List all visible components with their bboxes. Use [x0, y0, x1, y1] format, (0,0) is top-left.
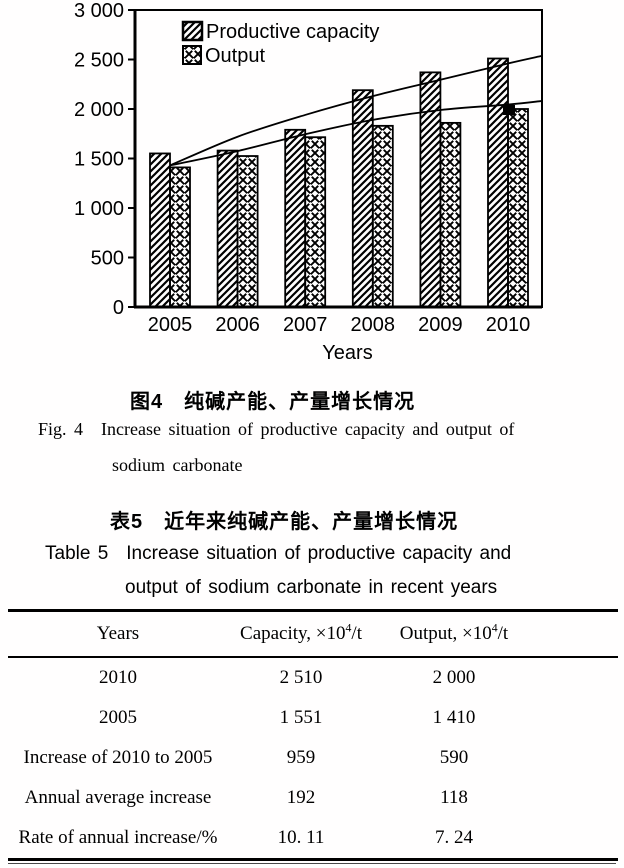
x-tick-label: 2010	[486, 314, 531, 336]
capacity-unit-pre: Capacity, ×10	[240, 623, 346, 644]
bar-output-2007	[304, 136, 327, 308]
y-tick-label: 500	[91, 248, 124, 270]
bar-capacity-2006	[216, 149, 239, 308]
bar-output-2005	[169, 166, 191, 308]
y-tick-label: 0	[113, 297, 124, 319]
output-value: 2 000	[432, 667, 476, 688]
x-tick-label: 2008	[351, 314, 396, 336]
output-unit-post: /t	[497, 623, 509, 644]
output-unit-pre: Output, ×10	[399, 623, 492, 644]
y-tick-label: 2 000	[74, 99, 124, 121]
bar-capacity-2009	[419, 71, 442, 308]
output-value: 7. 24	[435, 827, 473, 848]
output-value: 1 410	[432, 707, 476, 728]
capacity-unit-post: /t	[351, 623, 362, 644]
y-tick-label: 3 000	[74, 0, 124, 22]
trend-line-capacity	[169, 55, 542, 167]
col-header-capacity: Capacity, ×104/t	[228, 621, 374, 645]
output-trend-end-marker	[503, 105, 515, 115]
figure-caption-zh: 图4 纯碱产能、产量增长情况	[130, 391, 416, 413]
table-caption-zh: 表5 近年来纯碱产能、产量增长情况	[110, 511, 459, 533]
output-unit-sup: 4	[491, 621, 498, 635]
table-row-2010: 2010 2 510 2 000	[8, 658, 618, 698]
bar-capacity-2010	[487, 57, 509, 308]
bar-output-2008	[371, 124, 394, 308]
figure-caption-label: Fig. 4	[38, 419, 84, 439]
row-label: 2005	[99, 707, 137, 728]
capacity-value: 959	[286, 747, 316, 768]
row-label: 2010	[99, 667, 137, 688]
legend-label-capacity: Productive capacity	[206, 21, 379, 43]
capacity-value: 2 510	[279, 667, 323, 688]
table-header-row: Years Capacity, ×104/t Output, ×104/t	[8, 612, 618, 658]
table5: Years Capacity, ×104/t Output, ×104/t 20…	[8, 609, 618, 864]
figure4-chart: 0 500 1 000 1 500 2 000 2 500 3 000 2005 2006 200…	[74, 0, 543, 364]
x-tick-label: 2009	[418, 314, 463, 336]
capacity-value: 192	[286, 787, 316, 808]
x-tick-label: 2006	[215, 314, 260, 336]
table-caption-text: Increase situation of productive capacit…	[126, 543, 512, 564]
y-tick-label: 2 500	[74, 50, 124, 72]
y-tick-label: 1 000	[74, 198, 124, 220]
legend-label-output: Output	[205, 45, 265, 67]
bar-capacity-2007	[284, 128, 307, 308]
capacity-value: 1 551	[279, 707, 323, 728]
x-axis-title: Years	[322, 342, 372, 364]
capacity-value: 10. 11	[277, 827, 325, 848]
table-row-increase: Increase of 2010 to 2005 959 590	[8, 738, 618, 778]
table-caption-en-line1: Table 5 Increase situation of productive …	[45, 543, 511, 565]
table-row-annual-average: Annual average increase 192 118	[8, 778, 618, 818]
capacity-unit-sup: 4	[345, 621, 352, 635]
table-row-rate: Rate of annual increase/% 10. 11 7. 24	[8, 818, 618, 858]
bar-output-2010	[507, 108, 529, 308]
x-tick-label: 2007	[283, 314, 328, 336]
y-tick-label: 1 500	[74, 149, 124, 171]
x-tick-label: 2005	[148, 314, 193, 336]
legend-swatch-output	[182, 45, 202, 65]
table-row-2005: 2005 1 551 1 410	[8, 698, 618, 738]
output-value: 118	[440, 787, 468, 808]
output-value: 590	[439, 747, 469, 768]
legend-swatch-capacity	[181, 20, 204, 42]
bar-capacity-2005	[149, 152, 171, 308]
table-caption-en-line2: output of sodium carbonate in recent yea…	[125, 577, 498, 598]
trend-line-output	[169, 100, 542, 167]
figure-caption-en-line2: sodium carbonate	[112, 455, 243, 475]
bar-output-2009	[439, 121, 462, 308]
figure-caption-en-line1: Fig. 4 Increase situation of productive c…	[38, 419, 514, 440]
bar-output-2006	[236, 155, 259, 308]
row-label: Rate of annual increase/%	[18, 827, 218, 848]
table-caption-label: Table 5	[45, 543, 109, 564]
col-header-output: Output, ×104/t	[374, 621, 534, 645]
figure-caption-text: Increase situation of productive capacit…	[101, 419, 515, 439]
col-header-years: Years	[96, 623, 140, 644]
row-label: Annual average increase	[24, 787, 212, 808]
row-label: Increase of 2010 to 2005	[23, 747, 213, 768]
